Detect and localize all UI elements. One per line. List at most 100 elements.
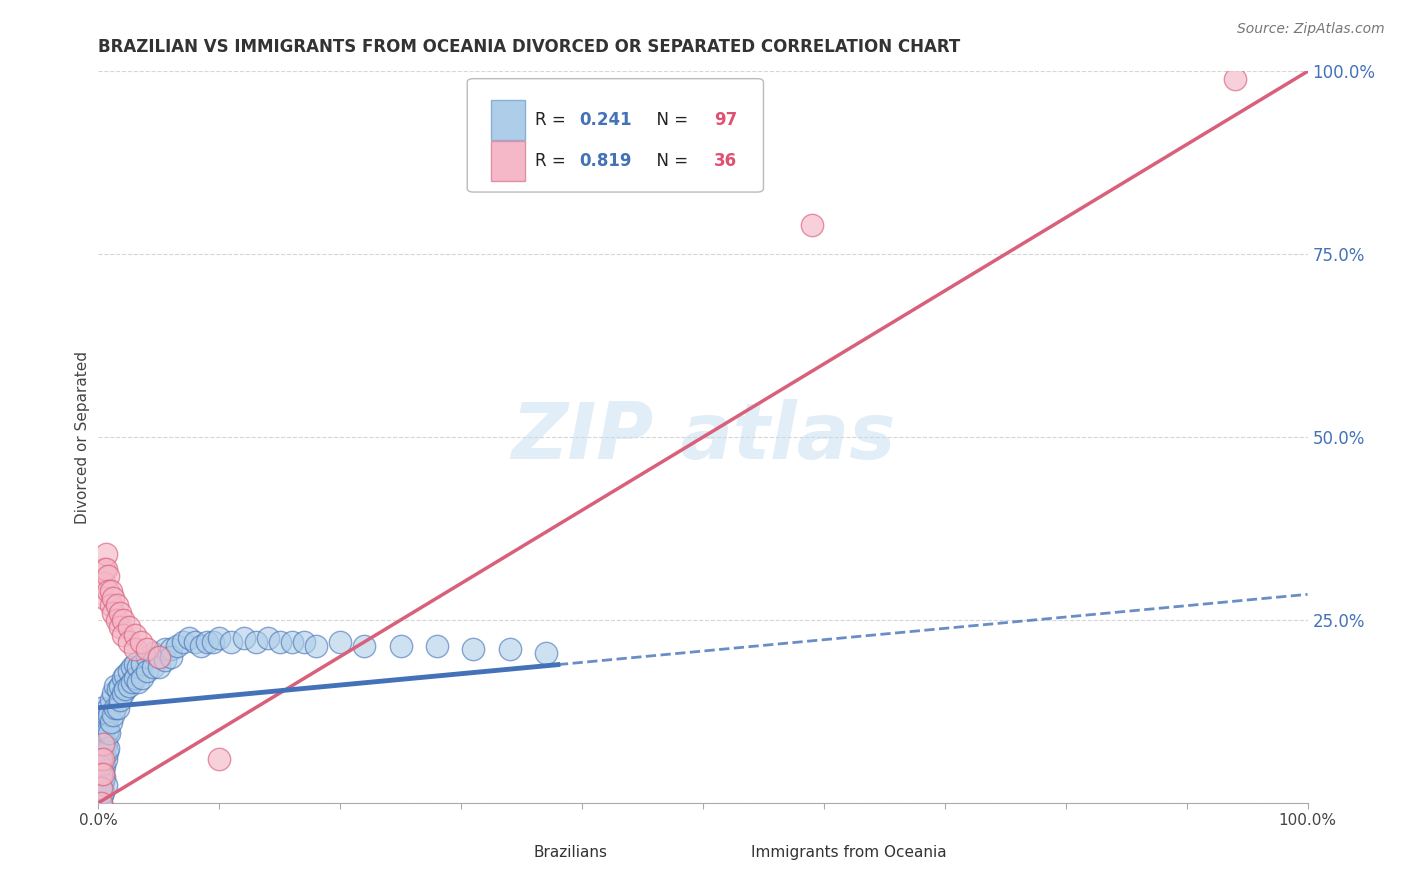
FancyBboxPatch shape (703, 838, 740, 867)
Point (142, 660, 165, 674)
Point (172, 635, 194, 649)
Point (90, 700, 112, 714)
Point (100, 715, 122, 730)
Point (97, 583, 120, 598)
Point (121, 660, 143, 674)
Point (89, 759, 111, 773)
Point (90, 781, 112, 796)
Point (101, 606, 124, 620)
Point (184, 635, 207, 649)
Point (111, 613, 134, 627)
Point (108, 620, 131, 634)
Text: R =: R = (534, 153, 571, 170)
Point (94, 737, 117, 751)
Point (93, 759, 115, 773)
Point (256, 632, 278, 646)
Point (90, 796, 112, 810)
Point (98, 726, 121, 740)
Point (129, 635, 152, 649)
Point (135, 642, 157, 657)
Point (232, 632, 254, 646)
FancyBboxPatch shape (492, 141, 526, 181)
Point (91, 745, 114, 759)
Point (96, 726, 118, 740)
Text: Immigrants from Oceania: Immigrants from Oceania (751, 845, 948, 860)
Point (91, 737, 114, 751)
Point (91, 752, 114, 766)
Point (93, 715, 115, 730)
Point (108, 679, 131, 693)
Point (91, 756, 114, 770)
Point (101, 591, 124, 605)
Point (195, 635, 218, 649)
Point (305, 639, 328, 653)
Point (111, 686, 134, 700)
Point (426, 639, 449, 653)
Point (118, 620, 141, 634)
Point (118, 635, 141, 649)
Point (93, 576, 115, 591)
Point (118, 664, 141, 678)
Text: BRAZILIAN VS IMMIGRANTS FROM OCEANIA DIVORCED OR SEPARATED CORRELATION CHART: BRAZILIAN VS IMMIGRANTS FROM OCEANIA DIV… (98, 38, 960, 56)
Text: R =: R = (534, 112, 571, 129)
Point (91, 752, 114, 766)
Point (100, 693, 122, 707)
Point (91, 789, 114, 803)
Point (93, 733, 115, 747)
Point (208, 752, 231, 766)
FancyBboxPatch shape (492, 100, 526, 140)
Point (91, 723, 114, 737)
Point (101, 686, 124, 700)
Text: N =: N = (647, 112, 693, 129)
Point (111, 627, 134, 641)
Point (90, 740, 112, 755)
Point (94, 752, 117, 766)
Point (124, 657, 146, 671)
Point (135, 664, 157, 678)
Point (90, 781, 112, 796)
Point (91, 766, 114, 780)
Text: 36: 36 (714, 153, 737, 170)
Point (105, 599, 128, 613)
Point (118, 679, 141, 693)
Point (269, 635, 291, 649)
Point (463, 642, 485, 657)
Point (124, 672, 146, 686)
Point (135, 649, 157, 664)
Point (90, 796, 112, 810)
Point (94, 778, 117, 792)
Point (90, 766, 112, 780)
Text: 0.241: 0.241 (579, 112, 633, 129)
Point (93, 770, 115, 784)
Point (90, 715, 112, 730)
Point (124, 642, 146, 657)
Point (498, 642, 520, 657)
Point (91, 766, 114, 780)
Point (292, 635, 315, 649)
Point (124, 627, 146, 641)
FancyBboxPatch shape (485, 838, 522, 867)
Point (91, 778, 114, 792)
Y-axis label: Divorced or Separated: Divorced or Separated (75, 351, 90, 524)
Point (153, 642, 176, 657)
Point (389, 639, 412, 653)
Point (93, 562, 115, 576)
Point (104, 679, 127, 693)
Text: N =: N = (647, 153, 693, 170)
Point (97, 569, 120, 583)
Point (127, 660, 149, 674)
Point (90, 773, 112, 788)
Point (101, 708, 124, 723)
Point (208, 632, 231, 646)
Point (91, 737, 114, 751)
Point (100, 599, 122, 613)
Point (281, 635, 304, 649)
Point (111, 672, 134, 686)
Point (190, 639, 212, 653)
Point (142, 646, 165, 660)
Point (93, 748, 115, 763)
Point (107, 700, 129, 714)
Point (153, 653, 176, 667)
Point (89, 781, 111, 796)
Point (127, 675, 149, 690)
